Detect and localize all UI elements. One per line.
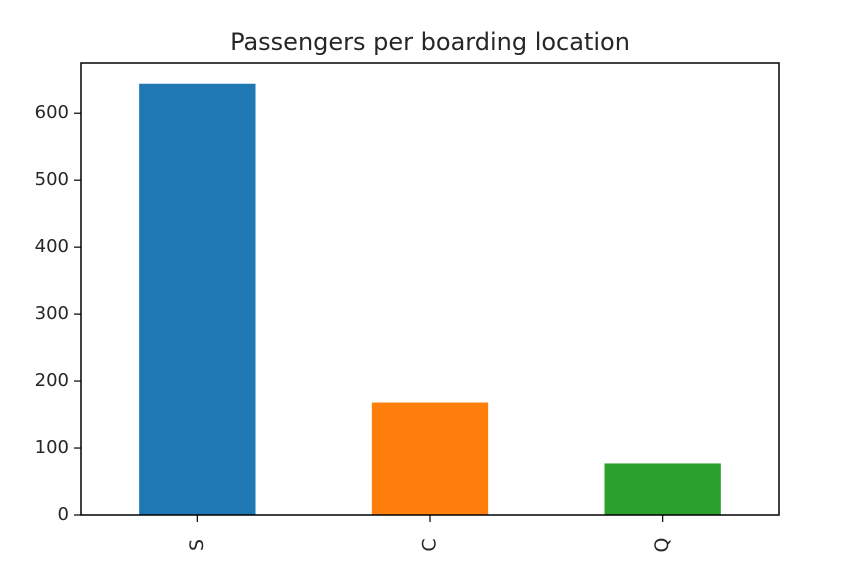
- y-tick-label: 200: [35, 370, 69, 391]
- chart-title: Passengers per boarding location: [230, 28, 630, 56]
- y-tick-label: 600: [35, 102, 69, 123]
- x-tick-label: C: [419, 538, 441, 551]
- plot-frame: [80, 62, 780, 516]
- x-tick-label: Q: [651, 538, 673, 553]
- y-tick-label: 300: [35, 303, 69, 324]
- y-tick-label: 100: [35, 437, 69, 458]
- y-tick-label: 500: [35, 169, 69, 190]
- bars-group: [139, 83, 721, 516]
- y-tick-label: 400: [35, 236, 69, 257]
- x-tick-label: S: [186, 539, 208, 551]
- y-tick-label: 0: [58, 504, 69, 525]
- bar-s: [139, 83, 256, 516]
- y-axis: 0 100 200 300 400 500 600: [35, 102, 81, 525]
- bar-c: [371, 402, 489, 515]
- bar-q: [604, 463, 721, 515]
